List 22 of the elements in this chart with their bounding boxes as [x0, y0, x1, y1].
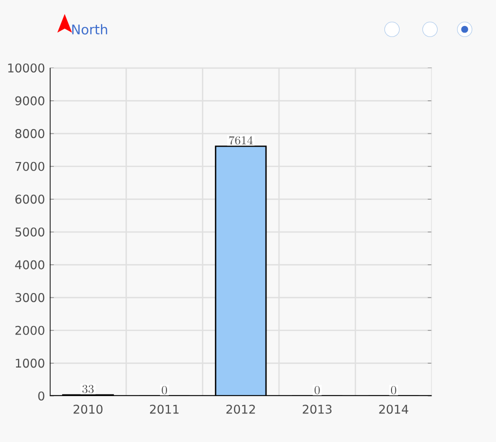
- x-tick-label: 2013: [302, 404, 332, 414]
- y-tick-label: 4000: [15, 260, 44, 270]
- y-tick-label: 10000: [8, 63, 44, 73]
- x-tick-label: 2012: [226, 404, 255, 414]
- x-tick-label: 2010: [74, 404, 102, 414]
- chart-title: North: [72, 24, 108, 34]
- y-tick-label: 2000: [15, 326, 44, 335]
- data-label: 0: [390, 386, 396, 394]
- data-label: 33: [82, 384, 94, 394]
- data-label: 7614: [229, 136, 253, 145]
- y-tick-label: 0: [38, 391, 44, 401]
- data-label: 0: [314, 386, 320, 394]
- y-tick-label: 1000: [16, 358, 44, 368]
- y-tick-label: 3000: [15, 293, 44, 302]
- x-tick-label: 2014: [379, 404, 408, 414]
- y-tick-label: 7000: [16, 162, 44, 171]
- y-tick-label: 6000: [15, 194, 44, 204]
- data-label: 0: [162, 386, 168, 394]
- y-tick-label: 8000: [15, 129, 44, 138]
- y-tick-label: 9000: [15, 96, 44, 106]
- y-tick-label: 5000: [15, 227, 44, 237]
- x-tick-label: 2011: [150, 404, 179, 414]
